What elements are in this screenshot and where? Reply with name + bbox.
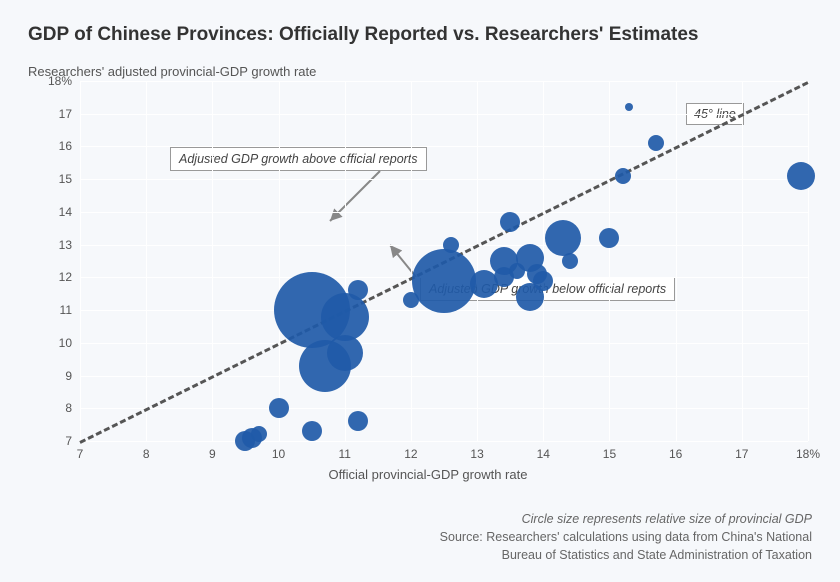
x-tick-label: 13 — [470, 447, 483, 461]
x-axis-title: Official provincial-GDP growth rate — [329, 467, 528, 482]
x-tick-label: 10 — [272, 447, 285, 461]
plot-wrapper: 789101112131415161718% Adjusted GDP grow… — [48, 81, 808, 471]
data-point — [302, 421, 322, 441]
grid-line-h — [80, 114, 808, 115]
chart-title: GDP of Chinese Provinces: Officially Rep… — [28, 24, 812, 46]
y-axis-title: Researchers' adjusted provincial-GDP gro… — [28, 64, 812, 79]
x-tick-label: 16 — [669, 447, 682, 461]
grid-line-h — [80, 179, 808, 180]
grid-line-v — [212, 81, 213, 441]
y-tick-label: 8 — [65, 401, 72, 415]
grid-line-h — [80, 441, 808, 442]
data-point — [348, 411, 368, 431]
grid-line-h — [80, 146, 808, 147]
y-tick-label: 7 — [65, 434, 72, 448]
x-tick-label: 18% — [796, 447, 820, 461]
grid-line-h — [80, 408, 808, 409]
grid-line-h — [80, 212, 808, 213]
y-tick-label: 11 — [60, 303, 72, 317]
data-point — [648, 135, 664, 151]
grid-line-v — [345, 81, 346, 441]
grid-line-h — [80, 81, 808, 82]
footnote: Circle size represents relative size of … — [440, 510, 812, 564]
footnote-source-1: Source: Researchers' calculations using … — [440, 528, 812, 546]
data-point — [412, 249, 476, 313]
data-point — [545, 220, 581, 256]
y-tick-label: 13 — [59, 238, 72, 252]
y-tick-label: 18% — [48, 74, 72, 88]
data-point — [348, 280, 368, 300]
y-tick-label: 15 — [59, 172, 72, 186]
grid-line-v — [477, 81, 478, 441]
plot-area: Adjusted GDP growth above official repor… — [80, 81, 808, 441]
grid-line-h — [80, 343, 808, 344]
footnote-source-2: Bureau of Statistics and State Administr… — [440, 546, 812, 564]
x-tick-label: 17 — [735, 447, 748, 461]
x-tick-label: 11 — [338, 447, 350, 461]
y-tick-label: 17 — [59, 107, 72, 121]
data-point — [599, 228, 619, 248]
grid-line-v — [80, 81, 81, 441]
data-point — [443, 237, 459, 253]
data-point — [321, 293, 369, 341]
y-axis-labels: 789101112131415161718% — [48, 81, 76, 441]
grid-line-v — [279, 81, 280, 441]
grid-line-v — [676, 81, 677, 441]
data-point — [615, 168, 631, 184]
data-point — [251, 426, 267, 442]
x-tick-label: 9 — [209, 447, 216, 461]
y-tick-label: 16 — [59, 139, 72, 153]
y-tick-label: 10 — [59, 336, 72, 350]
grid-line-v — [411, 81, 412, 441]
data-point — [500, 212, 520, 232]
grid-line-v — [146, 81, 147, 441]
data-point — [625, 103, 633, 111]
footnote-italic: Circle size represents relative size of … — [440, 510, 812, 528]
x-tick-label: 12 — [404, 447, 417, 461]
grid-line-v — [808, 81, 809, 441]
data-point — [562, 253, 578, 269]
grid-line-v — [742, 81, 743, 441]
chart-container: GDP of Chinese Provinces: Officially Rep… — [0, 0, 840, 582]
grid-line-v — [609, 81, 610, 441]
data-point — [269, 398, 289, 418]
x-tick-label: 14 — [537, 447, 550, 461]
y-tick-label: 14 — [59, 205, 72, 219]
data-point — [787, 162, 815, 190]
x-tick-label: 8 — [143, 447, 150, 461]
annotation-above: Adjusted GDP growth above official repor… — [170, 147, 427, 171]
x-tick-label: 15 — [603, 447, 616, 461]
y-tick-label: 9 — [65, 369, 72, 383]
grid-line-h — [80, 376, 808, 377]
x-tick-label: 7 — [77, 447, 84, 461]
y-tick-label: 12 — [59, 270, 72, 284]
data-point — [533, 271, 553, 291]
